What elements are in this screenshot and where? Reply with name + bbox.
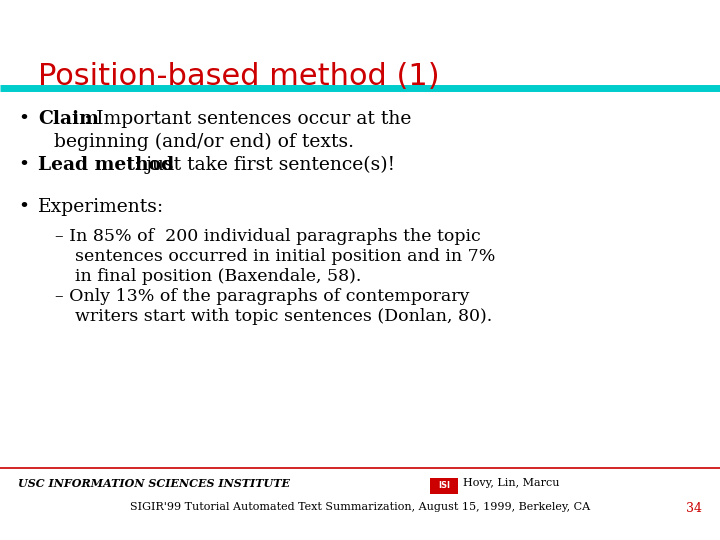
Text: ISI: ISI <box>438 482 450 490</box>
Text: beginning (and/or end) of texts.: beginning (and/or end) of texts. <box>54 133 354 151</box>
Text: : Important sentences occur at the: : Important sentences occur at the <box>84 110 411 128</box>
Text: Lead method: Lead method <box>38 156 174 174</box>
Text: Claim: Claim <box>38 110 99 128</box>
Text: Experiments:: Experiments: <box>38 198 164 216</box>
Text: sentences occurred in initial position and in 7%: sentences occurred in initial position a… <box>75 248 495 265</box>
Bar <box>430 478 458 494</box>
Text: writers start with topic sentences (Donlan, 80).: writers start with topic sentences (Donl… <box>75 308 492 325</box>
Text: Hovy, Lin, Marcu: Hovy, Lin, Marcu <box>463 478 559 488</box>
Text: – Only 13% of the paragraphs of contemporary: – Only 13% of the paragraphs of contempo… <box>55 288 469 305</box>
Text: in final position (Baxendale, 58).: in final position (Baxendale, 58). <box>75 268 361 285</box>
Text: USC INFORMATION SCIENCES INSTITUTE: USC INFORMATION SCIENCES INSTITUTE <box>18 478 290 489</box>
Text: Position-based method (1): Position-based method (1) <box>38 62 440 91</box>
Text: •: • <box>18 198 29 216</box>
Text: •: • <box>18 156 29 174</box>
Text: SIGIR'99 Tutorial Automated Text Summarization, August 15, 1999, Berkeley, CA: SIGIR'99 Tutorial Automated Text Summari… <box>130 502 590 512</box>
Text: – In 85% of  200 individual paragraphs the topic: – In 85% of 200 individual paragraphs th… <box>55 228 481 245</box>
Text: : just take first sentence(s)!: : just take first sentence(s)! <box>134 156 395 174</box>
Text: 34: 34 <box>686 502 702 515</box>
Text: •: • <box>18 110 29 128</box>
